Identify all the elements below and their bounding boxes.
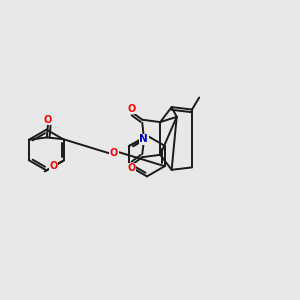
Text: O: O xyxy=(44,115,52,125)
Text: N: N xyxy=(140,134,148,144)
Text: O: O xyxy=(50,161,58,171)
Text: O: O xyxy=(110,148,118,158)
Text: O: O xyxy=(127,163,136,173)
Text: O: O xyxy=(127,104,136,114)
